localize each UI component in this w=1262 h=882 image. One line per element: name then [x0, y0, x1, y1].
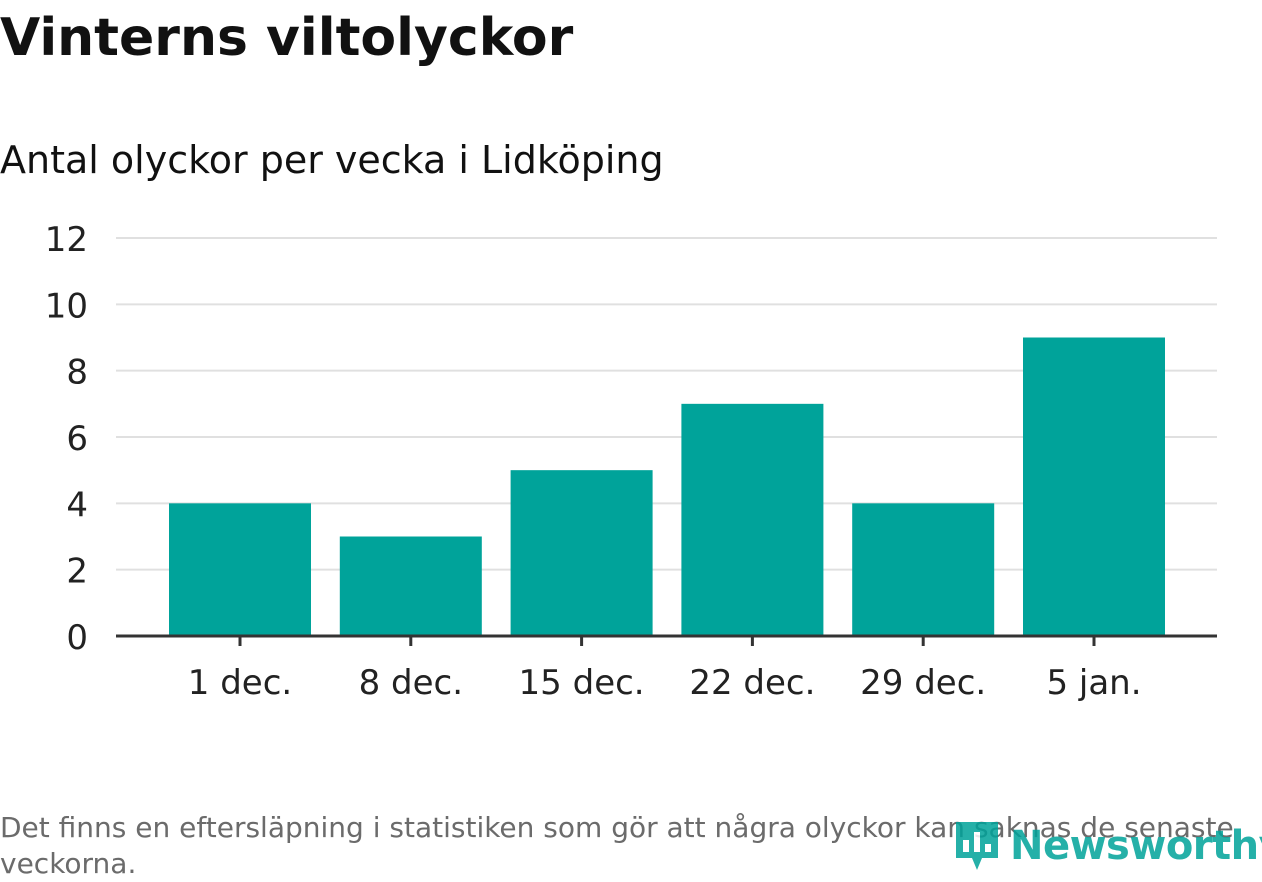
x-axis: 1 dec. 8 dec. 15 dec. 22 dec. 29 dec. 5 jan. — [116, 634, 1217, 703]
y-tick-label: 2 — [66, 552, 88, 592]
chart-subtitle: Antal olyckor per vecka i Lidköping — [0, 138, 664, 182]
y-tick-label: 4 — [66, 485, 88, 525]
y-tick-label: 8 — [66, 353, 88, 393]
bars — [169, 337, 1165, 636]
x-tick-label: 22 dec. — [689, 663, 815, 703]
x-tick-label: 15 dec. — [519, 663, 645, 703]
y-tick-label: 10 — [45, 286, 88, 326]
x-tick-label: 5 jan. — [1046, 663, 1141, 703]
footnote: Det finns en eftersläpning i statistiken… — [0, 811, 1234, 880]
x-tick-label: 1 dec. — [188, 663, 292, 703]
bar — [852, 503, 995, 636]
x-tick-label: 29 dec. — [860, 663, 986, 703]
bar — [681, 403, 824, 636]
bar — [510, 470, 653, 636]
bar — [339, 536, 482, 636]
y-tick-label: 0 — [66, 618, 88, 658]
newsworthy-logo: Newsworthy — [952, 818, 1262, 874]
bar — [1023, 337, 1165, 636]
chart-title: Vinterns viltolyckor — [0, 8, 574, 68]
y-axis-ticks: 0 2 4 6 8 10 12 — [45, 220, 88, 658]
x-tick-label: 8 dec. — [359, 663, 463, 703]
logo-wordmark: Newsworthy — [1010, 823, 1262, 869]
y-tick-label: 12 — [45, 220, 88, 260]
bar — [169, 503, 311, 636]
y-tick-label: 6 — [66, 419, 88, 459]
bar-chart-logo-icon — [956, 822, 998, 870]
